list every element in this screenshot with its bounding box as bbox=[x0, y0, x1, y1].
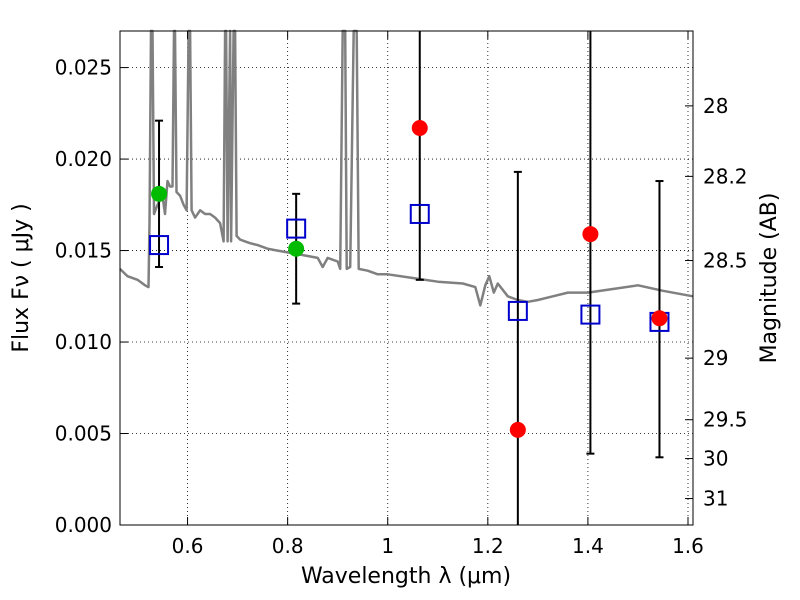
x-tick-label: 1 bbox=[381, 534, 394, 558]
mag-tick-label: 31 bbox=[703, 487, 728, 511]
model-flux-square bbox=[286, 218, 307, 239]
plot-area bbox=[119, 29, 694, 525]
x-tick-label: 0.6 bbox=[172, 534, 204, 558]
mag-tick-label: 30 bbox=[703, 447, 728, 471]
y-tick-label: 0.005 bbox=[55, 422, 112, 446]
mag-tick-label: 28.2 bbox=[703, 164, 748, 188]
y-tick-label: 0.010 bbox=[55, 330, 112, 354]
mag-tick-label: 29 bbox=[703, 346, 728, 370]
y-tick-label: 0.015 bbox=[55, 239, 112, 263]
x-axis-title: Wavelength λ (μm) bbox=[301, 564, 511, 589]
y2-axis-title: Magnitude (AB) bbox=[757, 193, 782, 364]
mag-tick-label: 28.5 bbox=[703, 249, 748, 273]
y-tick-label: 0.020 bbox=[55, 147, 112, 171]
y-tick-label: 0.025 bbox=[55, 56, 112, 80]
nondetection-point bbox=[582, 226, 599, 243]
x-tick-label: 0.8 bbox=[272, 534, 304, 558]
plot-frame bbox=[119, 30, 694, 526]
nondetection-point bbox=[509, 421, 526, 438]
detection-point bbox=[288, 240, 305, 257]
axes: 0.6 0.8 1 1.2 1.4 1.6 0.000 0.005 0.010 0.015 0.02… bbox=[55, 31, 748, 558]
model-flux-square bbox=[149, 235, 170, 256]
model-flux-square bbox=[580, 304, 601, 325]
mag-tick-label: 29.5 bbox=[703, 408, 748, 432]
x-tick-label: 1.6 bbox=[672, 534, 704, 558]
sed-model-line bbox=[119, 29, 694, 307]
mag-tick-label: 28 bbox=[703, 94, 728, 118]
y-tick-label: 0.000 bbox=[55, 513, 112, 537]
x-tick-label: 1.4 bbox=[572, 534, 604, 558]
model-flux-square bbox=[409, 203, 430, 224]
y-axis-title: Flux Fν ( μJy ) bbox=[9, 203, 34, 352]
model-flux-square bbox=[507, 300, 528, 321]
detection-point bbox=[151, 185, 168, 202]
x-tick-label: 1.2 bbox=[472, 534, 504, 558]
nondetection-point bbox=[651, 310, 668, 327]
nondetection-point bbox=[411, 119, 428, 136]
